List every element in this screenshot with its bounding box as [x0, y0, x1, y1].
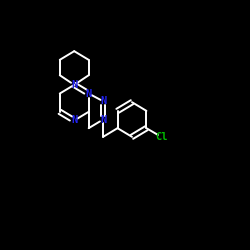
Text: N: N [86, 88, 92, 99]
Text: N: N [100, 114, 106, 124]
Text: N: N [71, 80, 77, 90]
Text: N: N [71, 116, 77, 126]
Text: Cl: Cl [155, 132, 168, 142]
Text: N: N [100, 96, 106, 106]
